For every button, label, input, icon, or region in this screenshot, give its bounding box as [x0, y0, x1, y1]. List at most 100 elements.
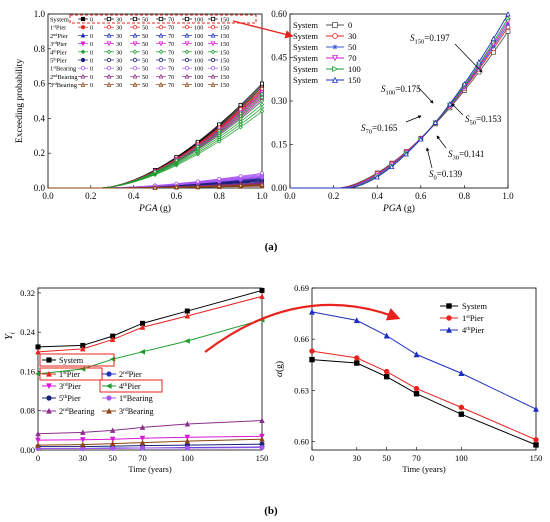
a-right-point-150 — [403, 151, 409, 157]
b-right-line-0 — [311, 359, 537, 446]
a-right-legend-marker — [332, 44, 338, 50]
a-left-legend-marker — [80, 82, 86, 87]
b-left-y-axis-label: Yi — [4, 332, 17, 340]
b-left-point-6 — [140, 445, 146, 451]
a-left-legend-age: 50 — [142, 17, 148, 24]
a-right-point-150 — [389, 163, 395, 170]
b-left-point-1 — [259, 293, 265, 299]
a-left-legend-marker — [184, 66, 190, 71]
b-left-point-7 — [184, 420, 191, 427]
a-left-legend-age: 150 — [220, 33, 229, 40]
a-left-legend-marker — [184, 57, 190, 63]
a-left-legend-age: 150 — [220, 66, 229, 73]
a-right-x-tick-label: 0.0 — [284, 191, 296, 201]
a-left-legend-age: 0 — [90, 33, 93, 40]
a-left-point-pier_4 — [238, 119, 243, 124]
b-right-point-0 — [458, 411, 465, 417]
b-left-x-axis-label: Time (years) — [128, 464, 172, 474]
b-left-legend-marker — [46, 370, 52, 377]
b-left-x-tick-label: 70 — [138, 453, 147, 463]
chart-a-right: 0.0 0.2 0.4 0.6 0.8 1.0 0.00 0.15 0.30 0.45 0.60 PG… — [271, 9, 514, 214]
a-left-legend-age: 70 — [168, 49, 174, 56]
b-right-point-2 — [458, 370, 465, 376]
b-right-point-2 — [533, 405, 539, 412]
a-left-legend-age: 150 — [220, 25, 229, 32]
b-left-legend-label: 1stPier — [59, 370, 80, 379]
a-left-y-tick-label: 0.2 — [34, 148, 45, 158]
a-left-legend-marker — [106, 16, 112, 22]
a-left-point-pier_4 — [238, 124, 243, 130]
a-left-legend-age: 30 — [116, 66, 122, 73]
a-left-legend-marker — [184, 32, 190, 38]
b-left-point-7 — [35, 430, 41, 437]
a-left-point-bearing_3 — [238, 182, 243, 188]
b-right-point-0 — [309, 356, 315, 363]
a-left-system-highlight-box — [69, 14, 257, 24]
a-left-point-pier_1 — [259, 86, 264, 91]
a-left-legend-marker — [80, 41, 86, 47]
a-right-y-tick-label: 0.00 — [271, 183, 287, 193]
a-left-legend-age: 30 — [116, 41, 122, 48]
a-left-legend-age: 30 — [116, 33, 122, 40]
a-right-legend-age: 30 — [348, 31, 357, 41]
a-right-curve-30 — [290, 26, 509, 189]
a-left-legend-age: 50 — [142, 82, 148, 89]
a-left-legend-marker — [184, 49, 190, 55]
a-left-point-pier_4 — [259, 91, 265, 97]
a-left-legend-marker — [80, 16, 86, 22]
b-left-point-7 — [109, 427, 116, 433]
a-left-legend-age: 0 — [90, 25, 93, 32]
b-right-point-0 — [413, 391, 420, 397]
b-left-point-1 — [139, 324, 146, 330]
a-left-x-tick-label: 0.6 — [171, 191, 183, 201]
a-left-legend-marker — [132, 66, 138, 71]
b-left-line-0 — [37, 289, 263, 348]
b-left-point-6 — [259, 445, 265, 451]
a-left-point-system — [259, 81, 264, 86]
a-left-legend-row-label: 2ndPier — [50, 32, 69, 40]
a-left-legend-marker — [210, 16, 216, 22]
b-right-legend-label: 1stPier — [462, 313, 484, 323]
a-left-legend-age: 100 — [194, 33, 203, 40]
b-right-legend-label: System — [462, 301, 487, 311]
a-left-legend-marker — [132, 32, 138, 38]
b-right-point-1 — [533, 437, 539, 443]
a-left-legend-marker — [106, 66, 112, 71]
a-right-legend-age: 100 — [348, 64, 361, 74]
a-right-x-axis-label: PGA (g) — [382, 203, 415, 214]
b-left-legend-label: 3rdPier — [59, 382, 81, 391]
a-left-legend-row-label: 1stPier — [50, 24, 67, 32]
a-right-legend-marker — [332, 33, 338, 39]
b-left-point-0 — [35, 344, 41, 350]
b-left-point-8 — [259, 436, 265, 442]
a-right-y-tick-label: 0.15 — [271, 140, 287, 150]
b-right-x-tick-label: 70 — [412, 453, 421, 463]
a-left-legend-age: 100 — [194, 74, 203, 81]
a-left-legend-marker — [132, 57, 138, 63]
a-right-annotation-arrow — [436, 135, 447, 149]
b-left-point-1 — [184, 312, 191, 319]
a-left-legend-age: 50 — [142, 74, 148, 81]
a-left-legend-marker — [210, 25, 216, 30]
a-left-legend-marker — [106, 49, 112, 55]
a-left-y-tick-label: 0.8 — [34, 44, 46, 54]
b-left-point-1 — [109, 336, 116, 343]
a-right-point-150 — [447, 101, 453, 107]
a-left-legend-age: 0 — [90, 82, 93, 89]
b-left-plot-frame — [37, 287, 263, 451]
a-left-legend-age: 150 — [220, 17, 229, 24]
a-left-legend-age: 150 — [220, 82, 229, 89]
a-left-point-pier_4 — [174, 158, 179, 163]
b-left-point-8 — [35, 442, 41, 448]
a-right-annotation: S70=0.165 — [361, 123, 398, 136]
b-right-legend-marker — [446, 303, 452, 309]
a-left-legend-age: 100 — [194, 17, 203, 24]
a-right-plot-frame — [289, 13, 509, 189]
b-right-point-1 — [413, 385, 420, 392]
chart-b-left: 0 30 50 70 100 150 0.00 0.08 0.16 0.24 0.32 Time (y… — [4, 287, 268, 474]
a-left-legend-age: 150 — [220, 74, 229, 81]
a-left-legend-marker — [132, 49, 138, 55]
a-right-legend-marker — [332, 22, 338, 28]
chart-a-left: 0.0 0.2 0.4 0.6 0.8 1.0 0.0 0.2 0.4 0.6 0.8 1.0 PGA … — [15, 9, 268, 214]
